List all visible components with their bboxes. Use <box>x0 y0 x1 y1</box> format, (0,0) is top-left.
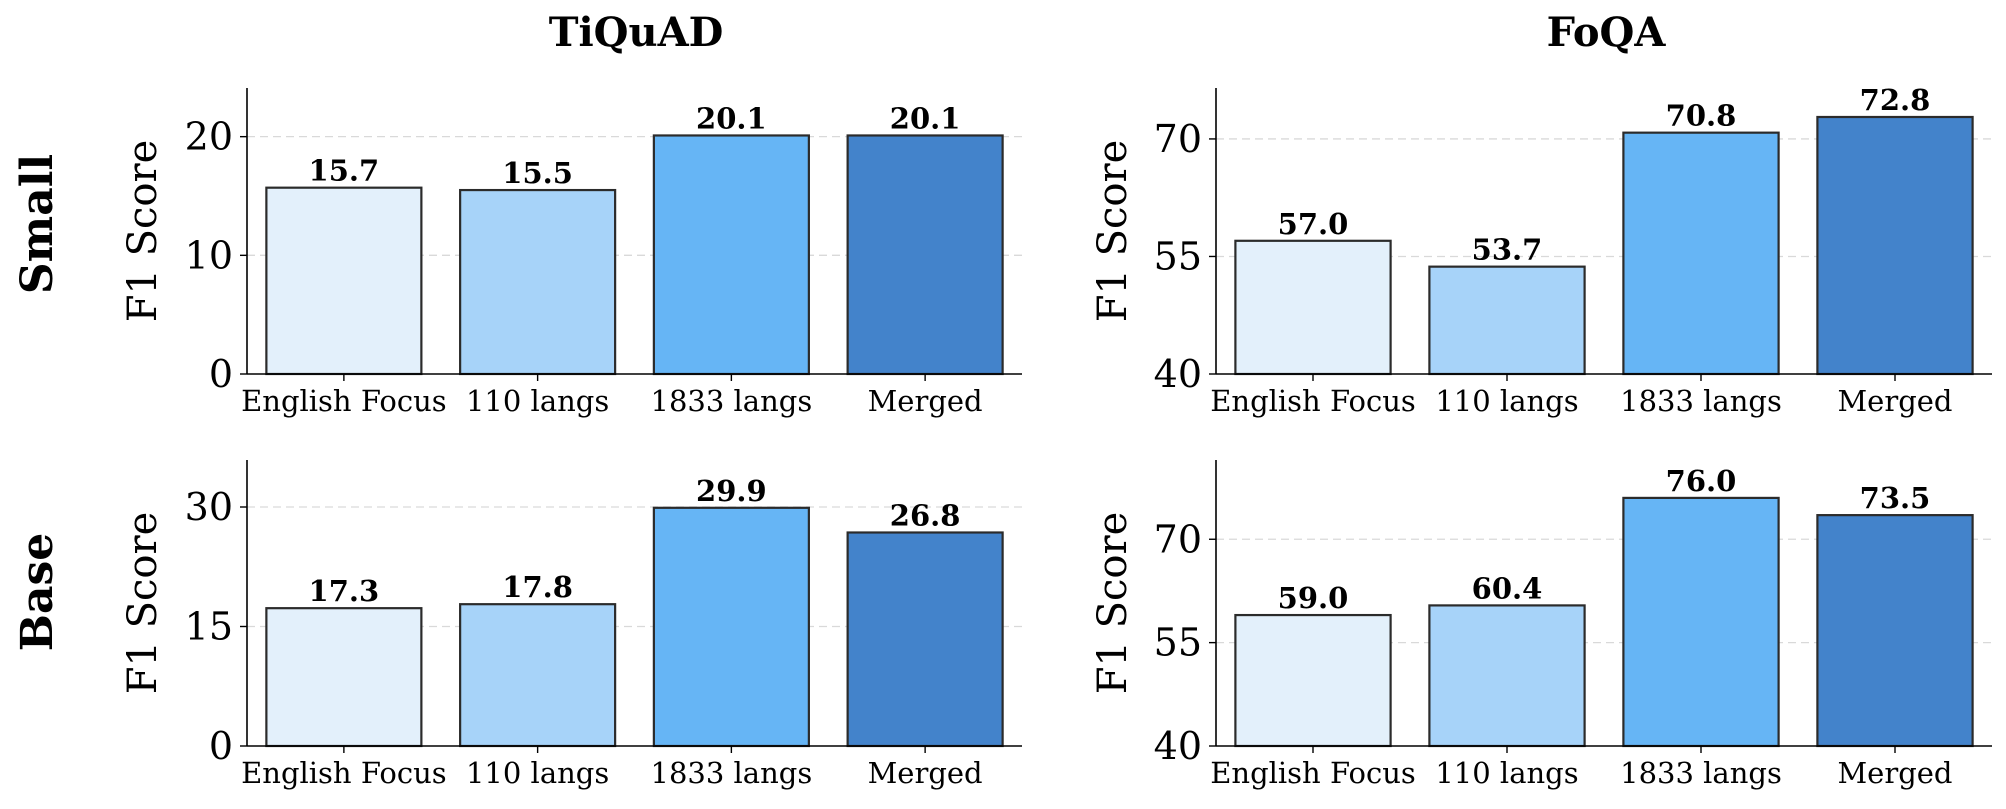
data-label: 15.5 <box>502 156 573 190</box>
data-label: 72.8 <box>1860 83 1931 117</box>
bar <box>1234 613 1392 748</box>
x-tick-label: English Focus <box>241 756 447 790</box>
x-tick-label: 1833 langs <box>1620 756 1782 790</box>
x-tick-label: Merged <box>1837 756 1952 790</box>
bar <box>652 134 810 376</box>
chart-panel-3: 17.3 English Focus 17.8 110 langs 29.9 1833 l… <box>120 460 1022 790</box>
y-tick-label: 15 <box>185 605 233 649</box>
y-axis-label: F1 Score <box>120 512 166 695</box>
data-label: 17.8 <box>502 570 573 604</box>
data-label: 53.7 <box>1472 233 1543 267</box>
data-label: 76.0 <box>1666 464 1737 498</box>
bar <box>1234 239 1392 376</box>
x-tick-label: 1833 langs <box>651 756 813 790</box>
y-tick-label: 55 <box>1154 234 1202 278</box>
x-tick-label: English Focus <box>1210 384 1416 418</box>
y-tick-label: 55 <box>1154 621 1202 665</box>
x-tick-label: 110 langs <box>466 384 609 418</box>
chart-panel-1: 15.7 English Focus 15.5 110 langs 20.1 1833 l… <box>120 88 1022 418</box>
y-tick-label: 40 <box>1154 724 1202 768</box>
data-label: 70.8 <box>1666 99 1737 133</box>
row-label-small: Small <box>12 154 63 294</box>
x-tick-label: 1833 langs <box>1620 384 1782 418</box>
data-label: 20.1 <box>890 101 961 135</box>
data-label: 60.4 <box>1472 571 1543 605</box>
column-title-foqa: FoQA <box>1547 9 1667 56</box>
bar <box>1428 265 1586 376</box>
data-label: 29.9 <box>696 474 767 508</box>
y-tick-label: 30 <box>185 485 233 529</box>
x-tick-label: 110 langs <box>466 756 609 790</box>
data-label: 26.8 <box>890 498 961 532</box>
data-label: 17.3 <box>309 574 380 608</box>
y-axis-label: F1 Score <box>120 140 166 323</box>
bar <box>652 506 810 748</box>
y-tick-label: 0 <box>209 352 233 396</box>
x-tick-label: Merged <box>1837 384 1952 418</box>
chart-panels: 15.7 English Focus 15.5 110 langs 20.1 1833 l… <box>120 83 1992 790</box>
y-axis-label: F1 Score <box>1090 140 1136 323</box>
x-tick-label: English Focus <box>1210 756 1416 790</box>
data-label: 59.0 <box>1278 581 1349 615</box>
bar <box>1816 115 1974 376</box>
bar <box>1816 514 1974 748</box>
x-tick-label: English Focus <box>241 384 447 418</box>
y-tick-label: 10 <box>185 233 233 277</box>
bar <box>1622 131 1780 376</box>
bar <box>265 186 423 376</box>
x-tick-label: Merged <box>868 756 983 790</box>
x-tick-label: Merged <box>868 384 983 418</box>
x-tick-label: 110 langs <box>1435 756 1578 790</box>
bar <box>459 603 617 748</box>
y-tick-label: 20 <box>185 115 233 159</box>
y-tick-label: 70 <box>1154 117 1202 161</box>
bar <box>846 531 1004 748</box>
chart-panel-4: 59.0 English Focus 60.4 110 langs 76.0 1833 l… <box>1090 460 1992 790</box>
bar <box>1622 496 1780 748</box>
column-title-tiquad: TiQuAD <box>549 9 724 56</box>
data-label: 20.1 <box>696 101 767 135</box>
chart-panel-2: 57.0 English Focus 53.7 110 langs 70.8 1833 l… <box>1090 83 1992 418</box>
y-axis-label: F1 Score <box>1090 512 1136 695</box>
data-label: 57.0 <box>1278 207 1349 241</box>
y-tick-label: 0 <box>209 724 233 768</box>
data-label: 15.7 <box>309 154 380 188</box>
bar <box>459 188 617 376</box>
row-label-base: Base <box>12 533 63 651</box>
data-label: 73.5 <box>1860 481 1931 515</box>
y-tick-label: 70 <box>1154 517 1202 561</box>
bar <box>265 607 423 748</box>
bar <box>1428 604 1586 748</box>
y-tick-label: 40 <box>1154 352 1202 396</box>
x-tick-label: 110 langs <box>1435 384 1578 418</box>
bar <box>846 134 1004 376</box>
x-tick-label: 1833 langs <box>651 384 813 418</box>
